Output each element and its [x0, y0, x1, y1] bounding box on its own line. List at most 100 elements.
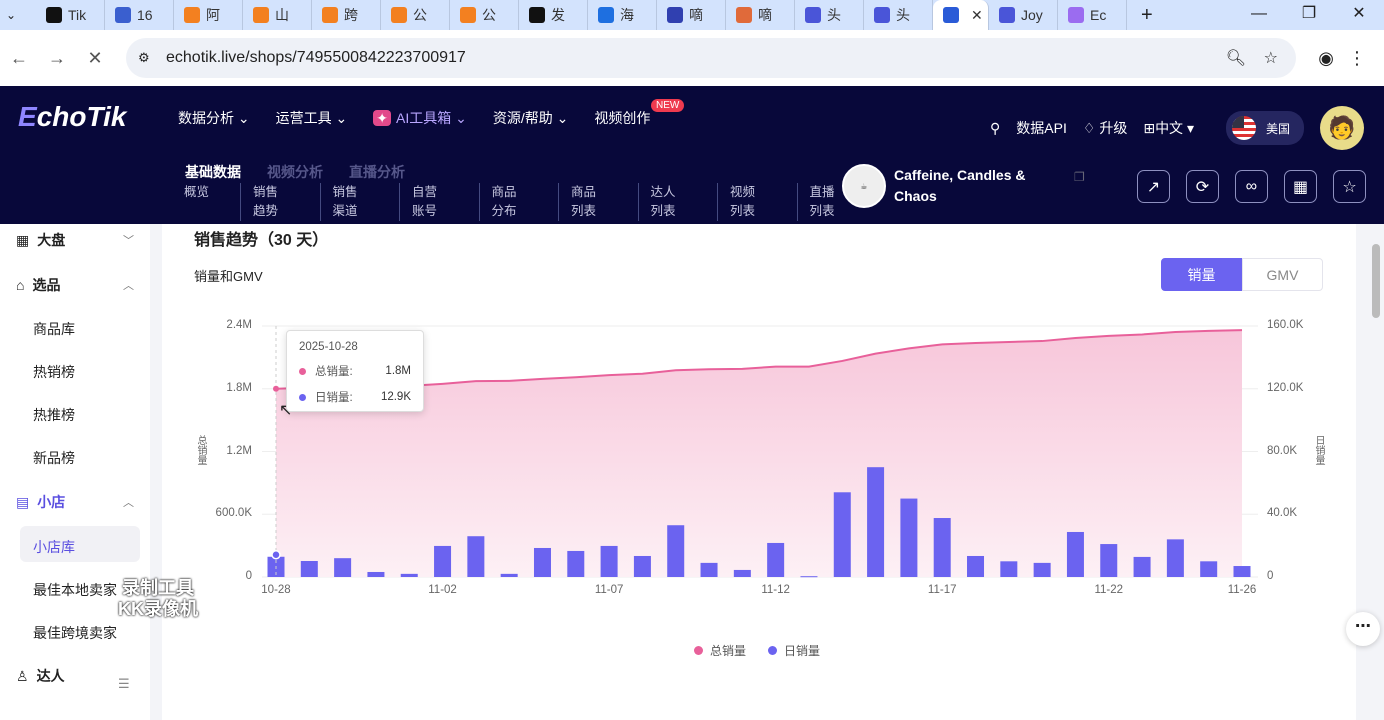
legend-daily-sales[interactable]: 日销量 [768, 642, 820, 659]
sidebar-item-creators[interactable]: ♙ 达人 [16, 667, 65, 685]
bookmark-star-icon[interactable]: ☆ [1263, 50, 1278, 67]
sidebar-sub-product-library[interactable]: 商品库 [33, 321, 75, 337]
nav-ai-toolbox[interactable]: ✦ AI工具箱 ⌄ [373, 108, 467, 128]
tab-favicon-icon [805, 7, 821, 23]
browser-tab[interactable]: Ec [1058, 0, 1127, 30]
zoom-icon[interactable]: 🔍︎ [1225, 50, 1246, 67]
region-select[interactable]: 美国 [1225, 111, 1304, 145]
toggle-sales[interactable]: 销量 [1161, 258, 1242, 291]
subnav-item[interactable]: 销售渠道 [319, 183, 400, 221]
sidebar-sub-best-local[interactable]: 最佳本地卖家 [33, 582, 117, 598]
chevron-down-icon: ﹀ [123, 235, 134, 247]
collapse-sidebar-icon[interactable]: ☰ [118, 676, 130, 691]
new-tab-button[interactable]: + [1141, 3, 1153, 26]
browser-tab[interactable]: 嘀 [726, 0, 795, 30]
subnav-item[interactable]: 视频列表 [717, 183, 797, 221]
language-select[interactable]: ⊞中文 ▾ [1143, 120, 1194, 136]
tab-favicon-icon [736, 7, 752, 23]
tab-video-analysis[interactable]: 视频分析 [267, 164, 323, 180]
tooltip-value: 1.8M [385, 365, 411, 377]
favorite-button[interactable]: ☆ [1333, 170, 1366, 203]
browser-tab[interactable]: 阿 [174, 0, 243, 30]
tooltip-label: 总销量: [315, 366, 353, 378]
sidebar-sub-best-crossborder[interactable]: 最佳跨境卖家 [33, 625, 117, 641]
refresh-button[interactable]: ⟳ [1186, 170, 1219, 203]
browser-menu-icon[interactable]: ⋮ [1348, 47, 1366, 68]
data-api-link[interactable]: 数据API [1016, 120, 1067, 136]
sidebar-item-products[interactable]: ⌂ 选品 ︿ [16, 277, 134, 293]
browser-tab[interactable]: 海 [588, 0, 657, 30]
shop-logo: ☕ [842, 164, 886, 208]
link-button[interactable]: ∞ [1235, 170, 1268, 203]
subnav-item[interactable]: 商品分布 [478, 183, 559, 221]
browser-tab[interactable]: 跨 [312, 0, 381, 30]
tab-title: Ec [1090, 7, 1107, 23]
subnav-item[interactable]: 达人列表 [637, 183, 718, 221]
right-axis-tick: 160.0K [1267, 319, 1304, 331]
browser-tab[interactable]: 头 [864, 0, 933, 30]
tab-title: 跨 [344, 7, 358, 23]
toggle-gmv[interactable]: GMV [1242, 258, 1323, 291]
qr-code-button[interactable]: ▦ [1284, 170, 1317, 203]
nav-data-analysis[interactable]: 数据分析 ⌄ [178, 110, 250, 126]
subnav-item[interactable]: 概览 [184, 185, 210, 199]
close-tab-icon[interactable]: ✕ [971, 6, 983, 23]
subnav-item[interactable]: 自营账号 [399, 183, 479, 221]
upgrade-link[interactable]: ♢ 升级 [1082, 120, 1128, 136]
sidebar: ▦ 大盘 ﹀ ⌂ 选品 ︿ 商品库 热销榜 热推榜 新品榜 ▤ 小店 ︿ 小店库 最佳本地卖… [0, 224, 150, 720]
forward-icon[interactable]: → [48, 47, 66, 68]
tab-favicon-icon [667, 7, 683, 23]
browser-tab[interactable]: 山 [243, 0, 312, 30]
browser-tab[interactable]: 头 [795, 0, 864, 30]
subnav-item[interactable]: 销售趋势 [240, 183, 320, 221]
minimize-icon[interactable]: — [1251, 5, 1267, 22]
echotik-logo[interactable]: EchoTik [18, 101, 127, 132]
copy-icon[interactable]: ❐ [1074, 170, 1085, 184]
stop-loading-icon[interactable]: ✕ [87, 47, 103, 68]
tab-basic-data[interactable]: 基础数据 [185, 164, 241, 180]
browser-tab[interactable]: 公 [381, 0, 450, 30]
sidebar-sub-hot-sales[interactable]: 热销榜 [33, 364, 75, 380]
tab-live-analysis[interactable]: 直播分析 [349, 164, 405, 180]
browser-tab[interactable]: 嘀 [657, 0, 726, 30]
legend-total-sales[interactable]: 总销量 [694, 642, 746, 659]
x-axis-tick: 10-28 [261, 584, 291, 596]
nav-resources[interactable]: 资源/帮助 ⌄ [492, 110, 569, 126]
search-icon[interactable]: ⚲ [990, 119, 1001, 136]
nav-video-create[interactable]: 视频创作 NEW [594, 99, 685, 128]
tab-title: 嘀 [758, 7, 772, 23]
open-external-button[interactable]: ↗ [1137, 170, 1170, 203]
browser-tab[interactable]: 发 [519, 0, 588, 30]
sidebar-item-shops[interactable]: ▤ 小店 ︿ [16, 493, 134, 511]
subnav-item[interactable]: 商品列表 [558, 183, 638, 221]
tab-favicon-icon [253, 7, 269, 23]
ai-sparkle-icon: ✦ [373, 110, 391, 126]
restore-icon[interactable]: ❐ [1301, 5, 1317, 22]
site-info-icon[interactable]: ⚙ [138, 50, 150, 65]
back-icon[interactable]: ← [10, 47, 28, 68]
tab-title: 头 [896, 7, 910, 23]
browser-tab[interactable]: 16 [105, 0, 174, 30]
tab-search-chevron-icon[interactable]: ⌄ [6, 8, 17, 22]
browser-tab[interactable]: ✕ [933, 0, 989, 30]
new-badge: NEW [651, 99, 685, 112]
tooltip-label: 日销量: [315, 392, 353, 404]
browser-tab[interactable]: Tik [36, 0, 105, 30]
sidebar-sub-hot-promo[interactable]: 热推榜 [33, 407, 75, 423]
sidebar-item-market[interactable]: ▦ 大盘 ﹀ [16, 231, 134, 249]
subnav-item[interactable]: 直播列表 [796, 183, 877, 221]
tab-title: 公 [413, 7, 427, 23]
browser-tab[interactable]: 公 [450, 0, 519, 30]
sidebar-sub-shop-library[interactable]: 小店库 [33, 539, 75, 555]
sidebar-sub-new-products[interactable]: 新品榜 [33, 450, 75, 466]
page-scrollbar[interactable] [1372, 244, 1380, 318]
tab-favicon-icon [391, 7, 407, 23]
more-options-button[interactable]: ⋯ [1346, 612, 1380, 646]
nav-ops-tools[interactable]: 运营工具 ⌄ [275, 110, 348, 126]
user-avatar[interactable]: 🧑 [1320, 106, 1364, 150]
shop-name: Caffeine, Candles & Chaos [894, 167, 1026, 204]
browser-tab[interactable]: Joy [989, 0, 1058, 30]
url-field[interactable]: ⚙ echotik.live/shops/7495500842223700917… [126, 38, 1296, 78]
profile-icon[interactable]: ◉ [1318, 47, 1334, 68]
close-window-icon[interactable]: ✕ [1352, 5, 1366, 22]
